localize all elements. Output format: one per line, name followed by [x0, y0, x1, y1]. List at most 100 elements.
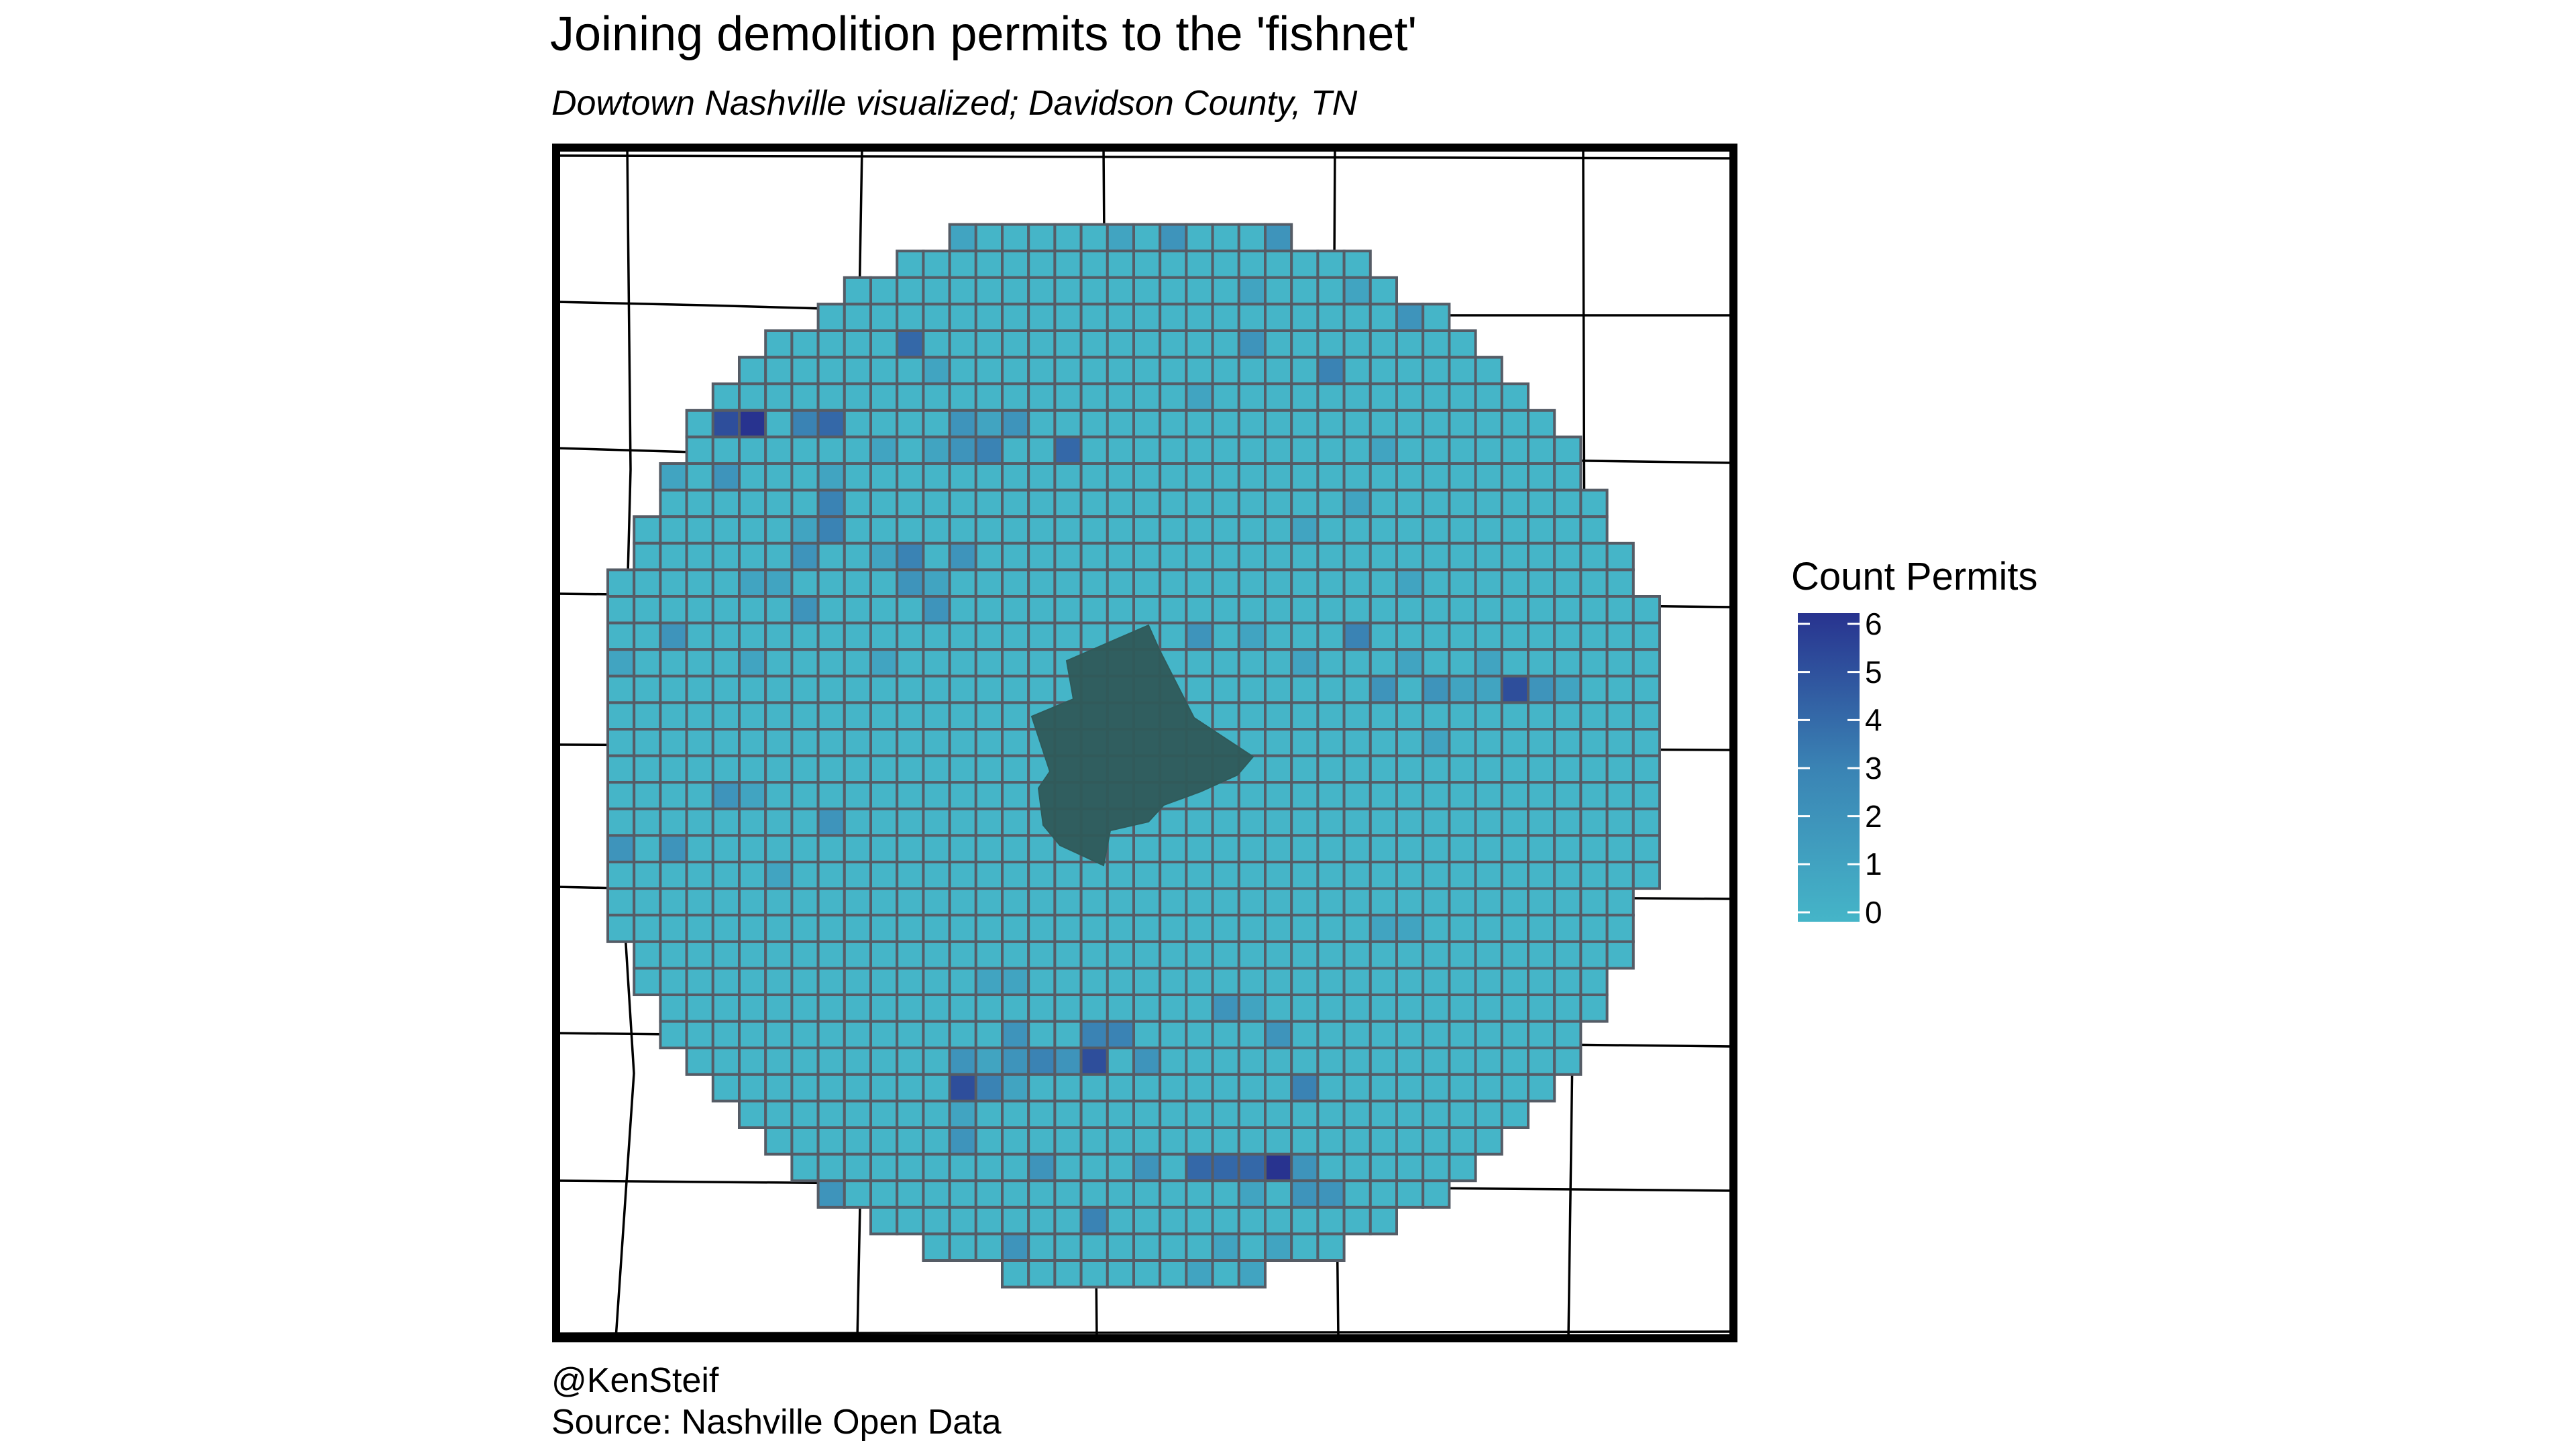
fishnet-cell [1474, 409, 1503, 439]
fishnet-cell [606, 887, 636, 917]
fishnet-cell [1185, 1073, 1214, 1103]
fishnet-cell [1290, 621, 1320, 651]
fishnet-cell [1474, 1073, 1503, 1103]
fishnet-cell [659, 541, 688, 572]
fishnet-cell [764, 648, 794, 678]
fishnet-cell [1448, 1046, 1477, 1076]
fishnet-cell [896, 701, 925, 731]
fishnet-cell [1264, 409, 1293, 439]
fishnet-cell [1001, 1099, 1030, 1130]
fishnet-cell [685, 807, 714, 837]
fishnet-cell [659, 621, 688, 651]
fishnet-cell [1053, 356, 1083, 386]
fishnet-cell [738, 914, 767, 943]
fishnet-cell [1368, 994, 1399, 1023]
fishnet-cell [1211, 781, 1240, 810]
fishnet-cell [843, 648, 873, 678]
fishnet-cell [1605, 674, 1635, 704]
fishnet-cell [1264, 621, 1293, 651]
fishnet-cell [1290, 914, 1320, 943]
fishnet-cell [1237, 1152, 1267, 1183]
fishnet-cell [659, 515, 688, 545]
fishnet-cell [843, 329, 873, 359]
fishnet-cell [1342, 435, 1372, 466]
fishnet-cell [1001, 223, 1030, 253]
fishnet-cell [816, 967, 846, 997]
fishnet-cell [1079, 568, 1109, 598]
fishnet-cell [948, 462, 977, 492]
fishnet-cell [606, 595, 636, 625]
fishnet-cell [711, 807, 741, 837]
fishnet-cell [1237, 781, 1267, 810]
fishnet-cell [1448, 1073, 1477, 1103]
fishnet-cell [1527, 1046, 1556, 1076]
fishnet-cell [1474, 435, 1503, 466]
fishnet-cell [685, 568, 714, 598]
fishnet-cell [1290, 568, 1320, 598]
fishnet-cell [1579, 861, 1609, 890]
fishnet-cell [1053, 1020, 1083, 1050]
fishnet-cell [738, 568, 767, 598]
fishnet-cell [1316, 462, 1346, 492]
fishnet-cell [843, 887, 873, 917]
fishnet-cell [711, 861, 741, 890]
fishnet-cell [1264, 834, 1293, 864]
fishnet-cell [1159, 1152, 1188, 1183]
fishnet-cell [1631, 728, 1662, 757]
fishnet-cell [843, 409, 873, 439]
fishnet-cell [1316, 807, 1346, 837]
fishnet-cell [633, 541, 662, 572]
fishnet-cell [1395, 303, 1425, 332]
fishnet-cell [1474, 994, 1503, 1023]
fishnet-cell [948, 1179, 977, 1209]
fishnet-cell [1553, 568, 1582, 598]
fishnet-cell [1605, 754, 1635, 784]
fishnet-cell [1368, 648, 1399, 678]
fishnet-cell [1500, 781, 1530, 810]
fishnet-cell [764, 541, 794, 572]
fishnet-cell [1027, 303, 1057, 332]
fishnet-cell [1211, 914, 1240, 943]
fishnet-cell [1053, 329, 1083, 359]
fishnet-cell [685, 621, 714, 651]
fishnet-cell [764, 781, 794, 810]
fishnet-cell [1079, 409, 1109, 439]
fishnet-cell [816, 595, 846, 625]
fishnet-cell [738, 967, 767, 997]
fishnet-cell [790, 382, 820, 412]
fishnet-cell [896, 329, 925, 359]
fishnet-cell [1185, 1020, 1214, 1050]
fishnet-cell [1605, 940, 1635, 970]
fishnet-cell [1159, 303, 1188, 332]
fishnet-cell [896, 1205, 925, 1236]
fishnet-cell [1500, 1046, 1530, 1076]
fishnet-cell [1448, 541, 1477, 572]
fishnet-cell [1079, 1099, 1109, 1130]
fishnet-cell [896, 1179, 925, 1209]
fishnet-cell [816, 648, 846, 678]
fishnet-cell [816, 382, 846, 412]
fishnet-cell [948, 887, 977, 917]
caption-source: Source: Nashville Open Data [551, 1403, 1002, 1442]
fishnet-cell [1342, 861, 1372, 890]
fishnet-cell [1395, 568, 1425, 598]
fishnet-cell [1211, 1073, 1240, 1103]
fishnet-cell [922, 303, 951, 332]
fishnet-cell [1211, 276, 1240, 306]
fishnet-cell [1001, 914, 1030, 943]
fishnet-cell [1368, 568, 1399, 598]
fishnet-cell [1316, 488, 1346, 519]
fishnet-cell [1001, 1073, 1030, 1103]
fishnet-cell [1579, 488, 1609, 519]
fishnet-cell [1185, 329, 1214, 359]
fishnet-cell [1211, 1152, 1240, 1183]
fishnet-cell [1053, 1179, 1083, 1209]
fishnet-cell [1395, 435, 1425, 466]
fishnet-cell [1342, 356, 1372, 386]
fishnet-cell [1053, 621, 1083, 651]
fishnet-cell [1106, 462, 1136, 492]
fishnet-cell [738, 648, 767, 678]
fishnet-cell [685, 728, 714, 757]
fishnet-cell [1185, 834, 1214, 864]
fishnet-cell [1053, 887, 1083, 917]
